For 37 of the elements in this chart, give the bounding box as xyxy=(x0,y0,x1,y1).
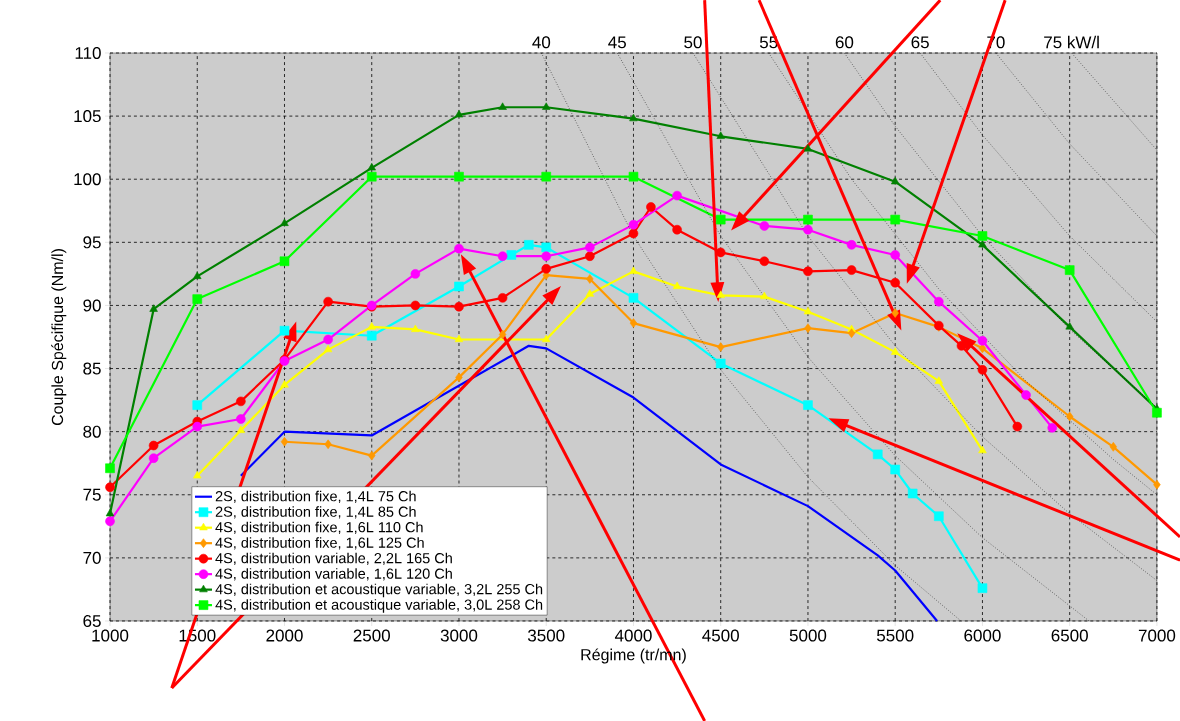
y-tick-label: 90 xyxy=(83,299,101,312)
x-tick-label: 6000 xyxy=(964,629,1001,642)
y-tick-label: 70 xyxy=(83,551,101,564)
x-tick-label: 2000 xyxy=(266,629,303,642)
legend-label: 4S, distribution et acoustique variable, 3,0L 258 Ch xyxy=(215,599,543,613)
x-tick-label: 5500 xyxy=(876,629,914,642)
y-tick-label: 65 xyxy=(83,614,101,628)
y-tick-label: 105 xyxy=(74,110,101,123)
y-tick-label: 85 xyxy=(83,362,101,375)
legend-label: 4S, distribution fixe, 1,6L 110 Ch xyxy=(215,521,423,535)
y-tick-label: 75 xyxy=(83,488,101,501)
series-label: 65 xyxy=(911,36,929,49)
x-tick-label: 3500 xyxy=(527,629,565,642)
legend-label: 4S, distribution variable, 2,2L 165 Ch xyxy=(215,552,452,566)
x-tick-label: 4000 xyxy=(614,629,652,642)
legend-label: 2S, distribution fixe, 1,4L 85 Ch xyxy=(215,506,416,519)
x-tick-label: 2500 xyxy=(353,629,390,642)
y-axis-title: Couple Spécifique (Nm/l) xyxy=(51,249,67,426)
x-tick-label: 7000 xyxy=(1138,629,1176,642)
x-tick-label: 4500 xyxy=(702,629,739,642)
series-label: 75 kW/l xyxy=(1044,35,1099,49)
legend-label: 4S, distribution et acoustique variable, 3,2L 255 Ch xyxy=(215,583,543,598)
y-tick-label: 100 xyxy=(74,173,101,186)
y-tick-label: 110 xyxy=(75,46,101,60)
x-tick-label: 1000 xyxy=(92,629,129,642)
series-label: 40 xyxy=(532,36,551,49)
y-tick-label: 80 xyxy=(83,425,101,438)
series-label: 45 xyxy=(608,36,626,49)
x-tick-label: 6500 xyxy=(1051,629,1088,642)
series-label: 50 xyxy=(684,36,702,49)
series-label: 60 xyxy=(835,36,854,49)
y-tick-label: 95 xyxy=(83,236,101,249)
legend-label: 2S, distribution fixe, 1,4L 75 Ch xyxy=(215,490,416,504)
x-tick-label: 3000 xyxy=(440,629,478,642)
x-tick-label: 5000 xyxy=(789,629,827,642)
legend-label: 4S, distribution variable, 1,6L 120 Ch xyxy=(215,568,452,581)
legend-label: 4S, distribution fixe, 1,6L 125 Ch xyxy=(215,537,424,550)
